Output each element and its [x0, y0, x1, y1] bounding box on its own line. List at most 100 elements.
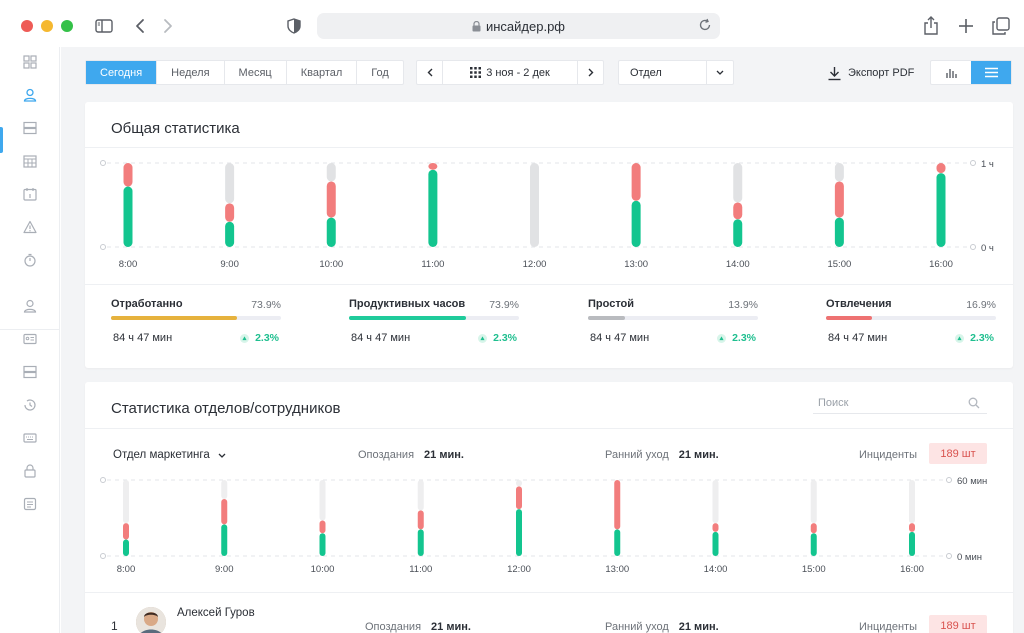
- date-range-text: 3 ноя - 2 дек: [486, 66, 550, 79]
- stat-progress-track: [111, 316, 281, 320]
- bar-segment: [428, 169, 438, 247]
- card-divider: [85, 592, 1013, 593]
- y-tick-label: 0 мин: [957, 552, 982, 563]
- bar-segment: [123, 480, 129, 524]
- new-tab-icon[interactable]: [954, 14, 978, 38]
- calendar-icon[interactable]: [21, 185, 39, 203]
- forward-icon[interactable]: [156, 14, 180, 38]
- storage-icon[interactable]: [21, 363, 39, 381]
- lock-icon[interactable]: [21, 462, 39, 480]
- bar-segment: [733, 219, 743, 247]
- url-text: инсайдер.рф: [485, 18, 565, 34]
- date-range-display[interactable]: 3 ноя - 2 дек: [443, 67, 577, 79]
- stat-change: 2.3%: [717, 332, 756, 344]
- bar-segment: [810, 523, 817, 534]
- chart-view-button[interactable]: [931, 61, 971, 84]
- general-stats-title: Общая статистика: [111, 120, 240, 137]
- incidents-badge[interactable]: 189 шт: [929, 443, 987, 464]
- incidents-label: Инциденты: [859, 449, 917, 461]
- next-range-button[interactable]: [577, 61, 603, 84]
- stat-time: 84 ч 47 мин: [351, 332, 411, 344]
- back-icon[interactable]: [128, 14, 152, 38]
- stat-progress-track: [826, 316, 996, 320]
- bar-segment: [834, 181, 844, 218]
- user-icon[interactable]: [21, 86, 39, 104]
- period-tab[interactable]: Месяц: [225, 61, 287, 84]
- x-tick-label: 10:00: [311, 564, 335, 575]
- department-name-dropdown[interactable]: Отдел маркетинга: [113, 449, 226, 461]
- stopwatch-icon[interactable]: [21, 251, 39, 269]
- stat-label: Простой: [588, 298, 635, 310]
- bar-segment: [834, 163, 844, 182]
- stat-item: Отработанно 73.9% 84 ч 47 мин 2.3%: [111, 298, 281, 348]
- department-late-stat: Опоздания 21 мин.: [358, 449, 464, 461]
- period-tab[interactable]: Неделя: [157, 61, 225, 84]
- list-view-button[interactable]: [971, 61, 1011, 84]
- close-window-button[interactable]: [21, 20, 33, 32]
- department-dropdown[interactable]: Отдел: [618, 60, 734, 85]
- warning-icon[interactable]: [21, 218, 39, 236]
- axis-marker: [970, 244, 976, 250]
- period-tab[interactable]: Год: [371, 66, 389, 79]
- export-pdf-button[interactable]: Экспорт PDF: [827, 64, 914, 82]
- search-input[interactable]: Поиск: [813, 393, 987, 414]
- employee-icon[interactable]: [21, 297, 39, 315]
- bar-segment: [810, 480, 817, 524]
- reload-icon[interactable]: [698, 18, 712, 32]
- sidebar-divider: [0, 329, 60, 330]
- share-icon[interactable]: [919, 14, 943, 38]
- bar-segment: [319, 480, 326, 521]
- dashboard-icon[interactable]: [21, 53, 39, 71]
- x-tick-label: 16:00: [900, 564, 924, 575]
- avatar[interactable]: [136, 607, 166, 633]
- period-tab[interactable]: Квартал: [287, 61, 358, 84]
- minimize-window-button[interactable]: [41, 20, 53, 32]
- department-dropdown-value: Отдел: [630, 66, 662, 79]
- tabs-overview-icon[interactable]: [989, 14, 1013, 38]
- shield-icon[interactable]: [282, 14, 306, 38]
- employee-name[interactable]: Алексей Гуров: [177, 607, 255, 619]
- bar-segment: [834, 217, 844, 247]
- bar-segment: [516, 480, 522, 487]
- x-tick-label: 16:00: [929, 259, 953, 270]
- calendar-dots-icon: [470, 67, 482, 78]
- chevron-down-icon: [706, 61, 733, 84]
- stat-label: Продуктивных часов: [349, 298, 466, 310]
- servers-icon[interactable]: [21, 119, 39, 137]
- calendar-grid-icon[interactable]: [21, 152, 39, 170]
- bar-segment: [530, 163, 539, 247]
- stat-progress-track: [588, 316, 758, 320]
- x-tick-label: 14:00: [726, 259, 750, 270]
- stat-progress-track: [349, 316, 519, 320]
- view-switcher: [930, 60, 1012, 85]
- stat-time: 84 ч 47 мин: [828, 332, 888, 344]
- document-icon[interactable]: [21, 495, 39, 513]
- x-tick-label: 11:00: [409, 564, 432, 575]
- x-tick-label: 15:00: [802, 564, 826, 575]
- id-card-icon[interactable]: [21, 330, 39, 348]
- bar-segment: [417, 510, 424, 530]
- incidents-badge[interactable]: 189 шт: [929, 615, 987, 633]
- bar-segment: [221, 480, 228, 499]
- bar-segment: [614, 480, 621, 530]
- stat-change: 2.3%: [955, 332, 994, 344]
- early-leave-value: 21 мин.: [678, 621, 719, 633]
- bar-segment: [225, 203, 235, 222]
- bar-segment: [319, 520, 326, 534]
- card-divider: [85, 147, 1013, 148]
- bar-segment: [319, 533, 326, 556]
- department-early-leave-stat: Ранний уход 21 мин.: [605, 449, 719, 461]
- late-label: Опоздания: [365, 621, 422, 633]
- bar-segment: [712, 523, 719, 532]
- address-bar[interactable]: инсайдер.рф: [317, 13, 720, 39]
- period-tab[interactable]: Сегодня: [86, 61, 158, 84]
- history-icon[interactable]: [21, 396, 39, 414]
- download-icon: [828, 66, 841, 80]
- sidebar-toggle-icon[interactable]: [92, 14, 116, 38]
- axis-marker: [100, 553, 106, 559]
- zoom-window-button[interactable]: [61, 20, 73, 32]
- prev-range-button[interactable]: [417, 61, 443, 84]
- keyboard-icon[interactable]: [21, 429, 39, 447]
- active-indicator: [0, 127, 3, 153]
- incidents-label: Инциденты: [859, 621, 917, 633]
